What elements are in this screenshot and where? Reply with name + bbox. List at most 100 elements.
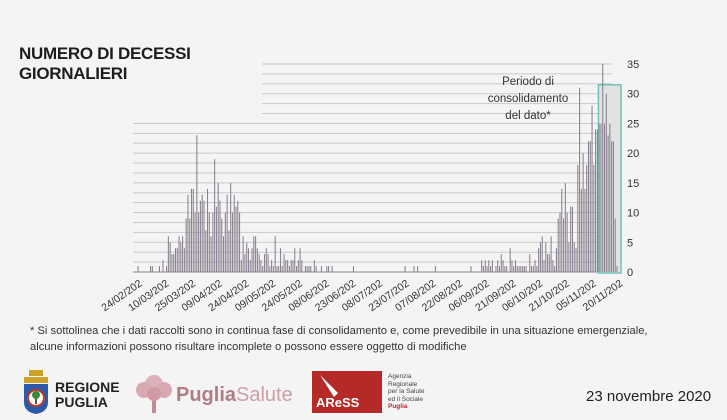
bar: [183, 248, 185, 272]
bar: [557, 218, 559, 272]
bar: [310, 266, 312, 272]
bar: [246, 242, 248, 272]
bar: [589, 141, 591, 272]
bar: [276, 266, 278, 272]
bar: [281, 266, 283, 272]
bar: [506, 266, 508, 272]
bar: [529, 254, 531, 272]
bar: [210, 236, 212, 272]
bar: [518, 266, 520, 272]
bar: [525, 266, 527, 272]
bar: [279, 248, 282, 272]
bar: [591, 105, 593, 272]
bar: [568, 242, 570, 272]
bar: [605, 93, 607, 272]
regione-puglia-name: REGIONE PUGLIA: [55, 380, 120, 410]
bar: [564, 182, 566, 272]
bar: [208, 212, 210, 272]
bar: [586, 165, 588, 272]
bar: [267, 254, 269, 272]
bar: [486, 266, 488, 272]
bar: [162, 260, 164, 272]
bar: [272, 266, 274, 272]
aress-logo: [312, 371, 382, 413]
bar: [215, 206, 217, 272]
bar: [482, 266, 484, 272]
bar: [550, 236, 552, 272]
bar: [171, 254, 173, 272]
puglia-salute-tree-icon: [136, 375, 172, 413]
bar: [199, 200, 201, 272]
bar: [173, 254, 175, 272]
bar: [283, 254, 285, 272]
logo-text: ed il Sociale: [388, 395, 424, 403]
logo-text: Puglia: [388, 403, 408, 410]
bar: [251, 248, 253, 272]
bar: [534, 260, 536, 272]
bar: [190, 188, 193, 272]
bars: [137, 64, 618, 273]
chart-title: NUMERO DI DECESSI GIORNALIERI: [19, 44, 279, 84]
bar: [417, 266, 419, 272]
bar: [514, 260, 517, 272]
chart-title-line: GIORNALIERI: [19, 64, 128, 83]
bar: [247, 248, 250, 272]
bar: [301, 260, 303, 272]
y-tick-label: 5: [627, 237, 633, 249]
bar: [593, 165, 595, 272]
aress-mark: AReSS: [316, 395, 360, 410]
bar: [194, 212, 196, 272]
bar: [262, 266, 264, 272]
bar: [511, 260, 513, 272]
bar: [516, 266, 518, 272]
bar: [226, 194, 228, 272]
bar: [509, 248, 511, 272]
bar: [484, 260, 486, 272]
bar: [249, 260, 251, 272]
bar: [205, 230, 207, 272]
bar: [235, 206, 237, 272]
bar: [603, 123, 606, 272]
bar: [566, 212, 568, 272]
bar: [244, 254, 246, 272]
y-tick-label: 25: [627, 118, 639, 130]
bar: [434, 266, 436, 272]
bar: [308, 266, 310, 272]
bar: [523, 266, 525, 272]
bar: [221, 218, 223, 272]
bar: [522, 266, 524, 272]
bar: [240, 260, 242, 272]
bar: [180, 242, 182, 272]
bar: [255, 236, 257, 272]
bar: [328, 266, 330, 272]
bar: [166, 266, 168, 272]
bar: [223, 236, 225, 272]
y-tick-label: 10: [627, 208, 639, 220]
y-tick-label: 35: [627, 59, 639, 71]
bar: [491, 260, 493, 272]
bar: [481, 260, 483, 272]
bar: [187, 194, 189, 272]
gridlines: [133, 63, 612, 273]
annotation-line: Periodo di: [502, 76, 554, 88]
bar: [547, 254, 549, 272]
bar: [151, 266, 153, 272]
bar: [256, 248, 258, 272]
bar: [137, 266, 139, 272]
bar: [203, 200, 205, 272]
bar: [580, 188, 582, 272]
bar: [538, 248, 540, 272]
bar: [263, 254, 266, 272]
bar: [490, 266, 492, 272]
bar: [271, 260, 273, 272]
bar: [488, 260, 490, 272]
bar: [278, 266, 280, 272]
logo-text: per la Salute: [388, 388, 425, 395]
bar: [167, 236, 169, 272]
bar: [575, 248, 577, 272]
aress-description: Agenzia Regionale per la Salute ed il So…: [388, 373, 425, 411]
bar: [285, 260, 287, 272]
bar: [201, 194, 203, 272]
bar: [331, 266, 333, 272]
y-axis-ticks: 0 5 10 15 20 25 30 35: [627, 59, 639, 279]
